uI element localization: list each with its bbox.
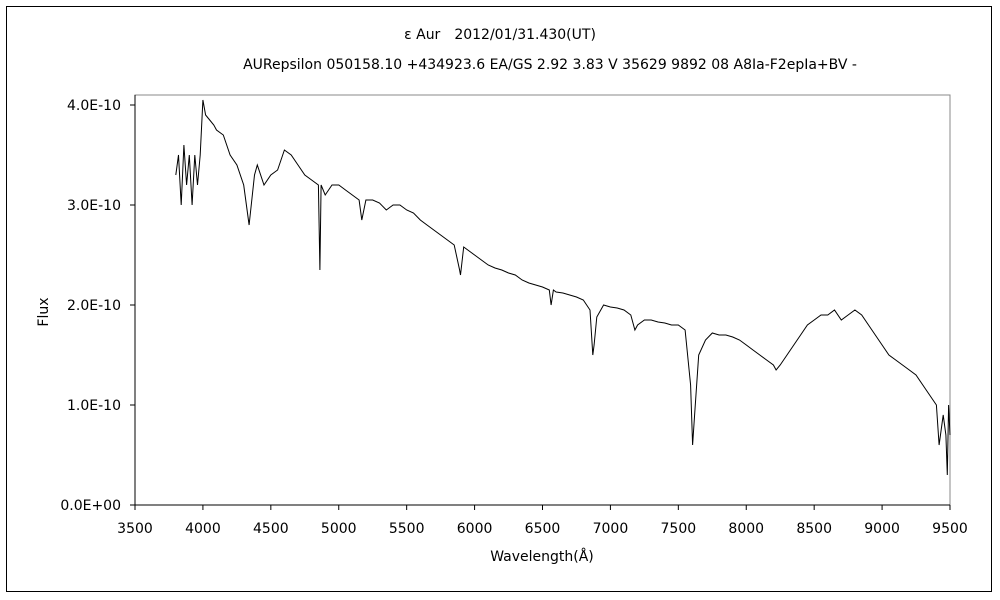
x-tick-label: 8500 bbox=[796, 521, 832, 537]
x-tick-label: 9500 bbox=[932, 521, 968, 537]
y-tick-label: 3.0E-10 bbox=[67, 198, 121, 214]
x-tick-label: 5000 bbox=[321, 521, 357, 537]
x-tick-label: 5500 bbox=[389, 521, 425, 537]
y-tick-label: 0.0E+00 bbox=[60, 498, 121, 514]
y-tick-label: 4.0E-10 bbox=[67, 98, 121, 114]
x-axis: 3500 4000 4500 5000 5500 6000 6500 7000 7500 8000… bbox=[117, 504, 968, 537]
y-tick-label: 1.0E-10 bbox=[67, 398, 121, 414]
series-layer bbox=[175, 99, 951, 476]
x-tick-label: 7500 bbox=[661, 521, 697, 537]
spectrum-line bbox=[175, 99, 951, 476]
y-tick-label: 2.0E-10 bbox=[67, 298, 121, 314]
x-tick-label: 8000 bbox=[728, 521, 764, 537]
x-tick-label: 7000 bbox=[593, 521, 629, 537]
x-axis-label: Wavelength(Å) bbox=[490, 548, 594, 565]
x-tick-label: 4500 bbox=[253, 521, 289, 537]
x-tick-label: 3500 bbox=[117, 521, 153, 537]
x-tick-label: 6000 bbox=[457, 521, 493, 537]
chart-title: ε Aur 2012/01/31.430(UT) bbox=[404, 27, 596, 43]
plot-area bbox=[134, 94, 951, 506]
chart-subtitle: AURepsilon 050158.10 +434923.6 EA/GS 2.9… bbox=[243, 57, 857, 73]
x-tick-label: 6500 bbox=[525, 521, 561, 537]
x-tick-label: 4000 bbox=[185, 521, 221, 537]
y-axis-label: Flux bbox=[36, 297, 52, 326]
y-axis: 0.0E+00 1.0E-10 2.0E-10 3.0E-10 4.0E-10 bbox=[60, 95, 136, 514]
x-tick-label: 9000 bbox=[864, 521, 900, 537]
